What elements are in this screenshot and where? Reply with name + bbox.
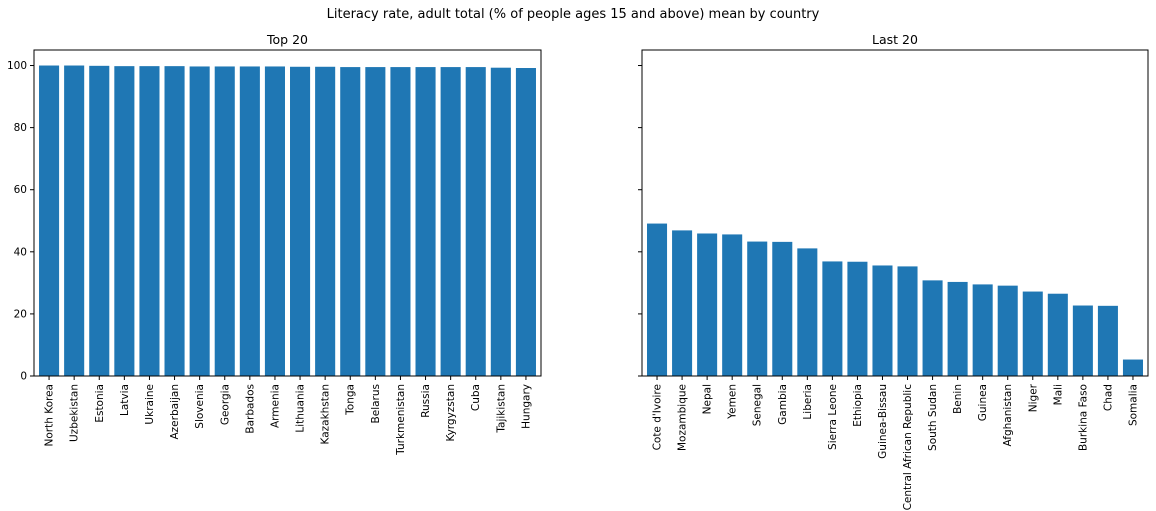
bar-sierra-leone — [822, 261, 843, 376]
bar-russia — [415, 67, 436, 376]
x-tick-label: Hungary — [520, 384, 532, 429]
panel-title: Top 20 — [266, 32, 308, 47]
bar-north-korea — [39, 65, 60, 377]
y-tick-label: 0 — [20, 371, 27, 383]
x-tick-label: Central African Republic — [902, 384, 914, 511]
bar-afghanistan — [997, 285, 1018, 376]
x-tick-label: Benin — [952, 384, 964, 414]
x-tick-label: Senegal — [752, 384, 764, 426]
x-tick-label: Cuba — [470, 384, 482, 411]
bar-barbados — [239, 66, 260, 377]
x-tick-label: Belarus — [370, 384, 382, 423]
bar-kyrgyzstan — [440, 67, 461, 376]
x-tick-label: Gambia — [777, 384, 789, 425]
bar-ukraine — [139, 66, 160, 376]
bar-yemen — [722, 234, 743, 376]
bar-armenia — [264, 66, 285, 377]
bar-niger — [1022, 291, 1043, 376]
x-tick-label: Kyrgyzstan — [445, 384, 457, 442]
bar-guinea — [972, 284, 993, 376]
x-tick-label: South Sudan — [927, 384, 939, 451]
y-tick-label: 60 — [14, 184, 27, 196]
plot-frame — [33, 49, 542, 377]
x-tick-label: Uzbekistan — [69, 384, 81, 442]
x-tick-label: Estonia — [94, 384, 106, 423]
x-tick-label: Turkmenistan — [395, 384, 407, 456]
x-tick-label: Chad — [1102, 384, 1114, 411]
bar-belarus — [365, 67, 386, 376]
bar-slovenia — [189, 66, 210, 377]
y-tick-label: 80 — [14, 122, 27, 134]
x-tick-label: Armenia — [269, 384, 281, 428]
bar-benin — [947, 281, 968, 376]
x-tick-label: Liberia — [802, 384, 814, 420]
x-tick-label: Georgia — [219, 384, 231, 425]
chart-panel-top-20: 0 20 40 60 80 100 North Korea Uzbekistan Estonia… — [7, 32, 542, 456]
y-tick-label: 40 — [14, 246, 27, 258]
bar-senegal — [747, 241, 768, 376]
bar-lithuania — [290, 66, 311, 377]
bar-ethiopia — [847, 261, 868, 376]
x-tick-label: Slovenia — [194, 384, 206, 429]
bar-tonga — [340, 67, 361, 376]
y-tick-label: 100 — [7, 60, 27, 72]
bar-turkmenistan — [390, 67, 411, 376]
x-tick-label: Lithuania — [295, 384, 307, 433]
x-tick-label: Guinea — [977, 384, 989, 421]
x-tick-label: Niger — [1027, 383, 1039, 412]
bar-central-african-republic — [897, 266, 918, 376]
bar-chad — [1097, 305, 1118, 376]
x-tick-label: Ukraine — [144, 384, 156, 425]
bar-hungary — [515, 68, 536, 376]
bar-south-sudan — [922, 280, 943, 376]
bar-uzbekistan — [64, 65, 85, 377]
chart-panel-last-20: Cote d'Ivoire Mozambique Nepal Yemen Senegal… — [638, 32, 1149, 511]
y-tick-label: 20 — [14, 308, 27, 320]
plot-frame — [641, 49, 1149, 377]
bar-georgia — [214, 66, 235, 377]
bar-tajikistan — [490, 67, 511, 376]
x-tick-label: Yemen — [727, 384, 739, 420]
bar-guinea-bissau — [872, 265, 893, 376]
x-tick-label: Burkina Faso — [1077, 384, 1089, 451]
bar-azerbaijan — [164, 66, 185, 376]
bar-latvia — [114, 66, 135, 376]
x-tick-label: Guinea-Bissau — [877, 384, 889, 459]
panel-title: Last 20 — [872, 32, 918, 47]
x-tick-label: Ethiopia — [852, 384, 864, 427]
figure-title: Literacy rate, adult total (% of people … — [327, 7, 820, 22]
bar-nepal — [697, 233, 718, 376]
x-tick-label: Afghanistan — [1002, 384, 1014, 447]
bar-mali — [1047, 293, 1068, 376]
bar-kazakhstan — [315, 66, 336, 377]
x-tick-label: Somalia — [1127, 384, 1139, 426]
x-tick-label: Kazakhstan — [320, 384, 332, 445]
x-tick-label: Nepal — [702, 384, 714, 414]
bar-cote-d-ivoire — [647, 223, 668, 376]
x-tick-label: Tajikistan — [495, 384, 507, 434]
bar-somalia — [1122, 359, 1143, 376]
x-tick-label: Mozambique — [677, 384, 689, 451]
x-tick-label: Mali — [1052, 384, 1064, 405]
x-tick-label: Cote d'Ivoire — [652, 384, 664, 450]
bar-estonia — [89, 65, 110, 376]
bar-liberia — [797, 248, 818, 376]
bar-gambia — [772, 241, 793, 376]
x-tick-label: Barbados — [244, 384, 256, 434]
bar-mozambique — [672, 230, 693, 376]
bar-burkina-faso — [1072, 305, 1093, 376]
x-tick-label: Latvia — [119, 384, 131, 416]
x-tick-label: Russia — [420, 384, 432, 418]
x-tick-label: Tonga — [345, 384, 357, 416]
x-tick-label: North Korea — [44, 384, 56, 446]
x-tick-label: Azerbaijan — [169, 384, 181, 440]
x-tick-label: Sierra Leone — [827, 384, 839, 450]
bar-cuba — [465, 67, 486, 376]
